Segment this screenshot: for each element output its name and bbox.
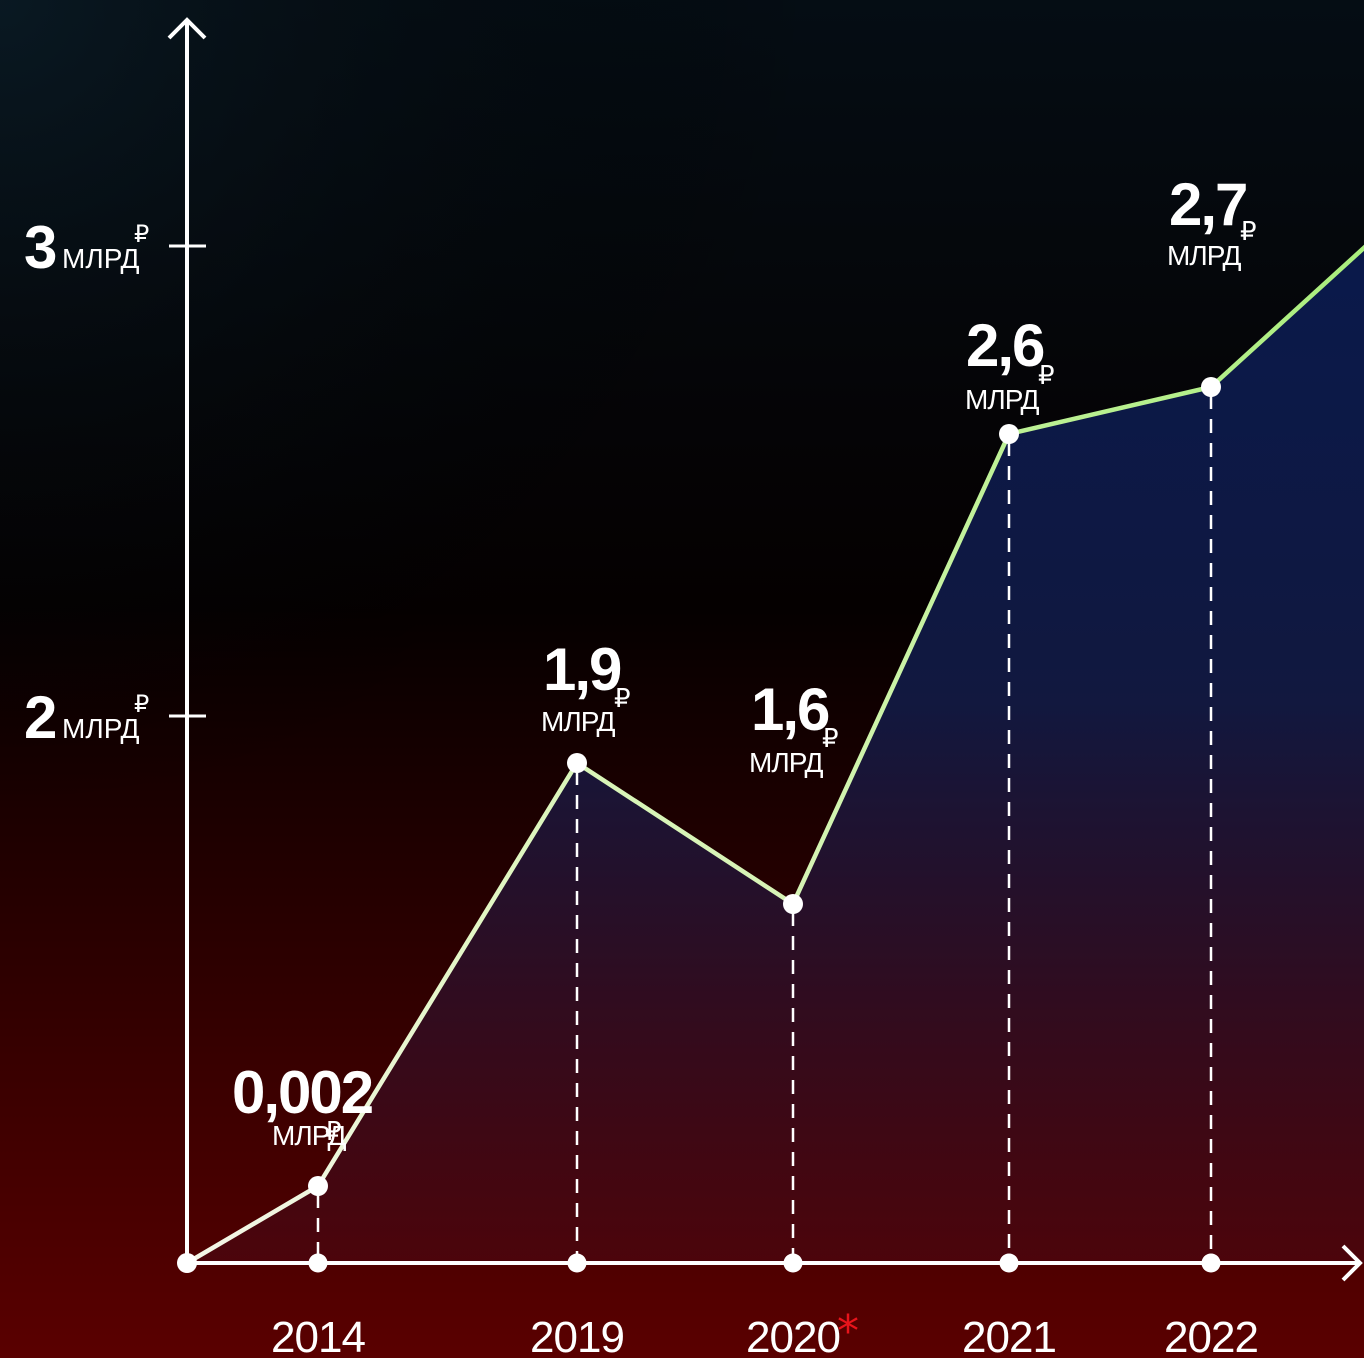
y-axis-arrow (167, 17, 207, 40)
data-label-currency: ₽ (325, 1117, 342, 1147)
data-label-value: 2,7 (1169, 171, 1246, 238)
data-label-unit: МЛРД (965, 384, 1040, 415)
point-marker-2022 (1201, 377, 1221, 397)
x-axis-arrow (1341, 1244, 1363, 1282)
origin-marker (177, 1253, 197, 1273)
data-label-value: 2,6 (966, 312, 1044, 379)
x-tick-label-2022: 2022 (1164, 1313, 1258, 1358)
data-label-value: 0,002 (232, 1059, 372, 1126)
point-marker-2019 (567, 753, 587, 773)
area-fill (187, 247, 1364, 1263)
y-tick-currency: ₽ (134, 220, 149, 248)
data-label-currency: ₽ (1038, 361, 1055, 391)
y-tick-2: 2 МЛРД₽ (24, 684, 206, 751)
y-ticks-layer: 2 МЛРД₽3 МЛРД₽ (24, 214, 206, 751)
x-tick-label-2019: 2019 (530, 1313, 624, 1358)
x-tick-label-2020: 2020 (746, 1313, 840, 1358)
markers-layer (177, 377, 1221, 1273)
axis-marker-2019 (567, 1253, 587, 1273)
point-marker-2014 (308, 1176, 328, 1196)
x-tick-label-2014: 2014 (271, 1313, 365, 1358)
data-label-currency: ₽ (614, 684, 631, 714)
data-label-2021: 2,6 МЛРД₽ (965, 312, 1055, 415)
y-tick-unit: МЛРД (62, 713, 140, 744)
drop-lines-layer (316, 395, 1213, 1255)
x-ticks-layer: 2014 2019 2020* 2021 2022 (271, 1306, 1259, 1358)
y-tick-3: 3 МЛРД₽ (24, 214, 206, 281)
data-label-unit: МЛРД (272, 1120, 347, 1151)
data-label-currency: ₽ (822, 724, 839, 754)
y-tick-unit: МЛРД (62, 243, 140, 274)
data-label-value: 1,6 (751, 676, 829, 743)
point-marker-2020 (783, 894, 803, 914)
x-tick-label-2021: 2021 (962, 1313, 1056, 1358)
data-label-unit: МЛРД (1167, 240, 1242, 271)
axes (167, 17, 1363, 1282)
point-marker-2021 (999, 424, 1019, 444)
axis-marker-2020 (783, 1253, 803, 1273)
data-label-unit: МЛРД (749, 747, 824, 778)
data-label-2020: 1,6 МЛРД₽ (749, 676, 839, 778)
axis-marker-2014 (308, 1253, 328, 1273)
area-fill-layer (187, 247, 1364, 1263)
x-tick-footnote-mark: * (837, 1306, 859, 1357)
axis-marker-2022 (1201, 1253, 1221, 1273)
data-label-unit: МЛРД (541, 706, 616, 737)
data-label-value: 1,9 (543, 636, 621, 703)
y-tick-label: 2 (24, 684, 57, 751)
y-tick-currency: ₽ (134, 690, 149, 718)
y-tick-label: 3 (24, 214, 57, 281)
data-label-currency: ₽ (1240, 217, 1257, 247)
axis-marker-2021 (999, 1253, 1019, 1273)
